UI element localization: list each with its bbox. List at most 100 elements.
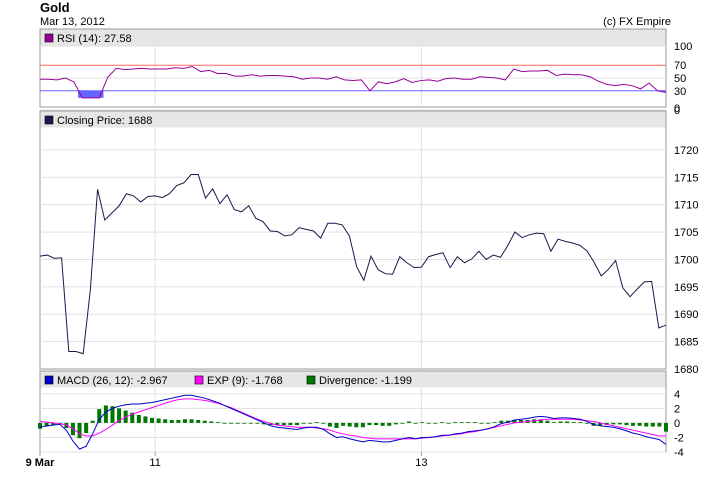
divergence-bar <box>117 408 122 423</box>
divergence-bar <box>558 421 563 423</box>
divergence-bar <box>459 422 464 423</box>
divergence-bar <box>248 422 253 424</box>
divergence-bar <box>136 414 141 423</box>
divergence-bar <box>650 422 655 427</box>
price-tick-label: 1695 <box>674 282 698 294</box>
divergence-bar <box>90 420 95 423</box>
divergence-bar <box>222 422 227 424</box>
divergence-bar <box>130 412 135 423</box>
exp-legend-label: EXP (9): -1.768 <box>207 375 283 387</box>
divergence-bar <box>275 422 280 426</box>
divergence-bar <box>413 422 418 424</box>
divergence-bar <box>367 422 372 426</box>
rsi-oversold-fill <box>94 90 104 98</box>
divergence-bar <box>169 420 174 423</box>
price-tick-label: 1715 <box>674 172 698 184</box>
rsi-overbought-label: 70 <box>674 60 686 72</box>
divergence-bar <box>360 422 365 428</box>
divergence-bar <box>209 421 214 423</box>
divergence-bar <box>479 422 484 424</box>
divergence-bar <box>242 422 247 424</box>
divergence-bar <box>545 420 550 423</box>
divergence-bar <box>617 422 622 425</box>
divergence-bar <box>347 422 352 427</box>
price-tick-label: 1690 <box>674 309 698 321</box>
divergence-bar <box>466 422 471 423</box>
divergence-bar <box>163 419 168 423</box>
price-legend-label: Closing Price: 1688 <box>57 115 152 127</box>
divergence-bar <box>446 422 451 424</box>
divergence-bar <box>663 422 669 432</box>
rsi-oversold-label: 30 <box>674 86 686 98</box>
divergence-bar <box>314 422 319 423</box>
macd-legend-label: MACD (26, 12): -2.967 <box>57 375 168 387</box>
divergence-bar <box>657 422 662 427</box>
divergence-bar <box>393 422 398 425</box>
divergence-bar <box>321 422 326 424</box>
divergence-bar <box>512 420 517 423</box>
macd-tick-label: 4 <box>674 389 680 401</box>
divergence-bar <box>551 422 556 423</box>
divergence-bar <box>341 422 346 426</box>
divergence-legend-swatch <box>306 375 316 385</box>
rsi-oversold-fill <box>86 90 95 98</box>
divergence-bar <box>294 422 299 426</box>
price-legend-swatch <box>44 115 54 125</box>
rsi-line <box>40 65 667 99</box>
divergence-bar <box>433 422 438 424</box>
price-tick-label: 1710 <box>674 200 698 212</box>
x-axis-label: 11 <box>149 457 160 469</box>
divergence-bar <box>182 419 187 423</box>
price-line <box>39 174 667 355</box>
rsi-tick-label: 0 <box>674 105 680 117</box>
divergence-bar <box>439 422 444 423</box>
divergence-bar <box>150 417 155 423</box>
divergence-bar <box>611 422 616 425</box>
divergence-bar <box>624 422 629 426</box>
divergence-legend-label: Divergence: -1.199 <box>319 375 412 387</box>
macd-tick-label: -2 <box>674 432 684 444</box>
divergence-bar <box>578 422 583 423</box>
price-tick-label: 1720 <box>674 145 698 157</box>
divergence-bar <box>565 421 570 423</box>
rsi-tick-label: 0 <box>674 103 680 115</box>
divergence-bar <box>44 422 49 427</box>
divergence-bar <box>400 422 405 424</box>
divergence-bar <box>644 422 649 427</box>
divergence-bar <box>229 422 234 424</box>
x-axis-label: 9 Mar <box>26 457 55 469</box>
divergence-bar <box>176 420 181 423</box>
divergence-bar <box>51 422 56 426</box>
divergence-bar <box>202 420 207 423</box>
divergence-bar <box>156 418 161 423</box>
divergence-bar <box>103 405 108 423</box>
divergence-bar <box>288 422 293 426</box>
chart-title: Gold <box>40 0 70 15</box>
x-axis-label: 13 <box>415 457 427 469</box>
divergence-bar <box>37 422 43 429</box>
rsi-legend-swatch <box>44 33 54 43</box>
exp-legend-swatch <box>194 375 204 385</box>
macd-tick-label: 0 <box>674 418 680 430</box>
divergence-bar <box>354 422 359 428</box>
price-tick-label: 1700 <box>674 254 698 266</box>
divergence-bar <box>380 422 385 426</box>
rsi-legend-label: RSI (14): 27.58 <box>57 33 132 45</box>
divergence-bar <box>407 421 412 423</box>
divergence-bar <box>420 422 425 423</box>
divergence-bar <box>486 422 491 424</box>
divergence-bar <box>519 420 524 423</box>
divergence-bar <box>281 422 286 426</box>
price-tick-label: 1680 <box>674 364 698 376</box>
divergence-bar <box>143 416 148 423</box>
divergence-bar <box>308 422 313 424</box>
macd-tick-label: -4 <box>674 447 684 459</box>
divergence-bar <box>97 409 102 423</box>
divergence-bar <box>598 422 603 426</box>
macd-tick-label: 2 <box>674 403 680 415</box>
divergence-bar <box>426 422 431 424</box>
divergence-bar <box>327 422 332 427</box>
divergence-bar <box>110 406 115 423</box>
divergence-bar <box>631 422 636 426</box>
divergence-bar <box>334 422 339 428</box>
